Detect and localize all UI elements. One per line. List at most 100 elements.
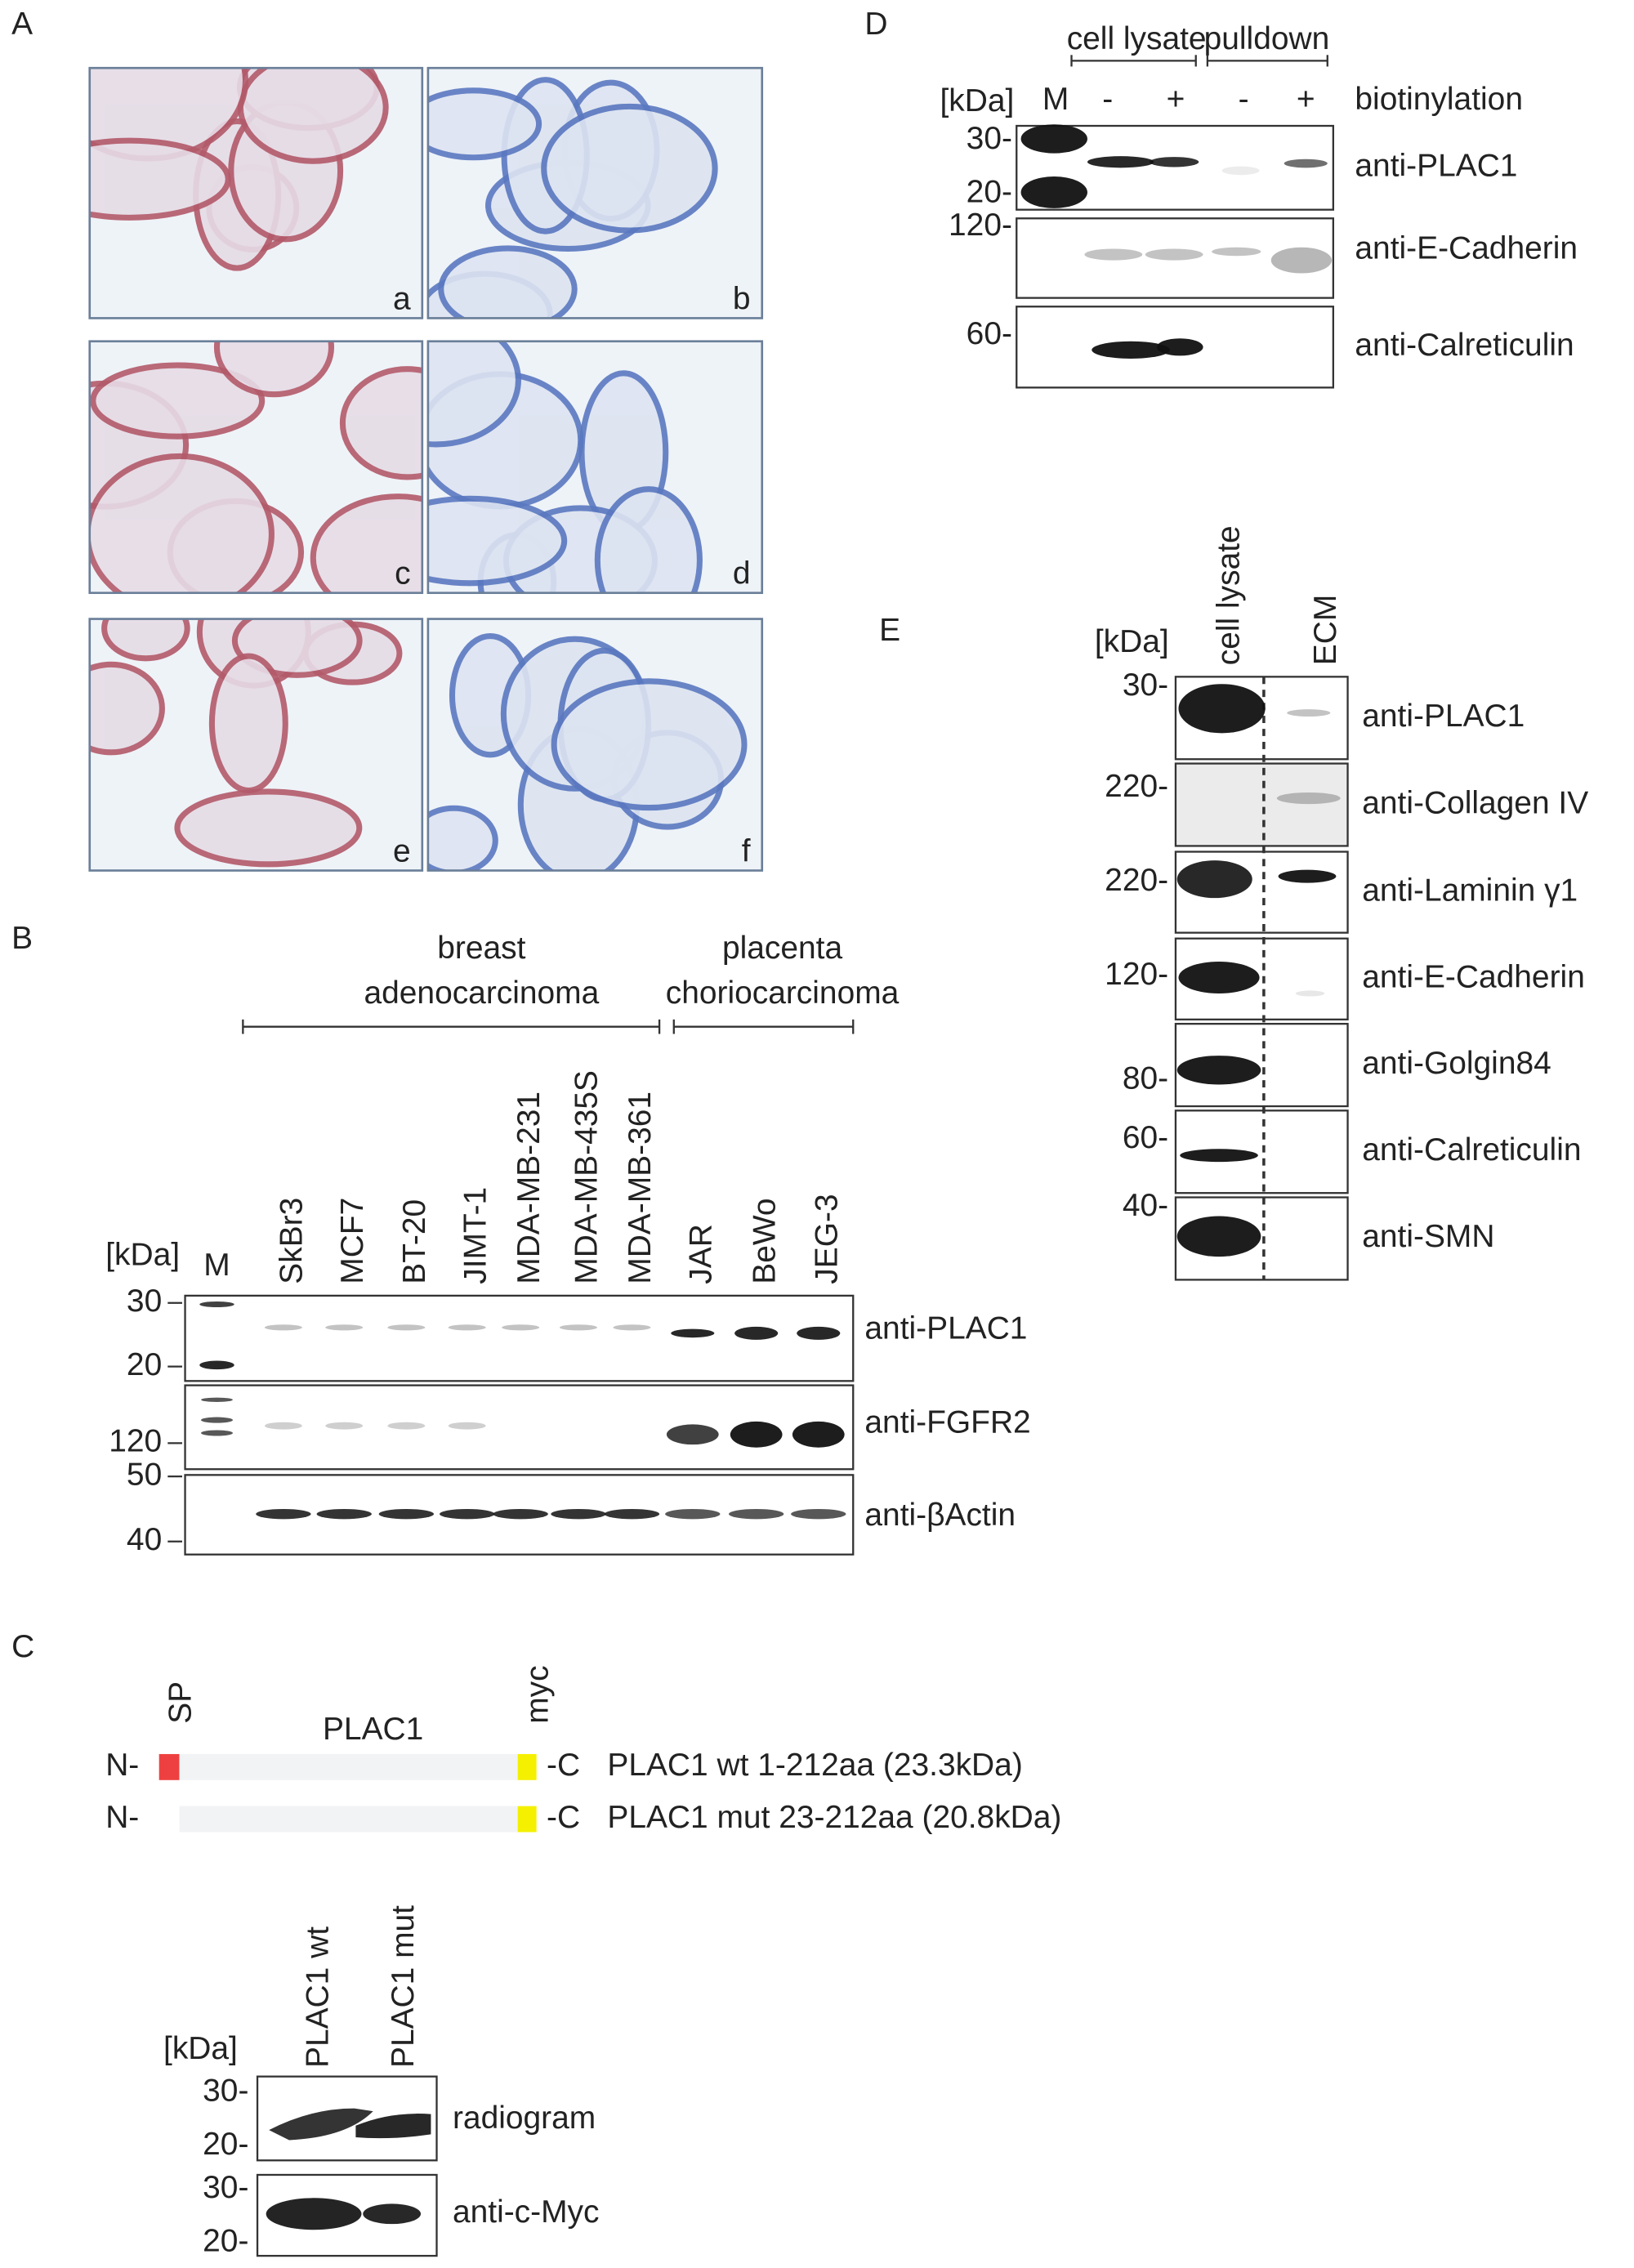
band (493, 1508, 548, 1520)
band (199, 1301, 234, 1308)
antibody-label: anti-c-Myc (453, 2194, 599, 2230)
band (666, 1424, 719, 1445)
myc-tag (517, 1806, 537, 1833)
panel-label: C (11, 1629, 34, 1664)
micrograph-border (426, 66, 764, 319)
band (363, 2203, 422, 2225)
villus (594, 486, 703, 593)
marker-label: 80- (1123, 1060, 1168, 1096)
tissue (89, 618, 403, 868)
lane-label: ECM (1308, 595, 1343, 665)
marker-label: 30- (203, 2170, 248, 2205)
villus (213, 341, 335, 398)
band (559, 1324, 597, 1331)
band (201, 1397, 233, 1402)
band (671, 1328, 715, 1338)
villus (101, 618, 190, 662)
group-label: pulldown (1204, 21, 1330, 56)
villus (339, 366, 422, 480)
marker-label: 30 (127, 1284, 162, 1319)
band (1212, 247, 1261, 257)
villus (89, 68, 249, 162)
antibody-label: radiogram (453, 2101, 596, 2136)
domain-label: SP (163, 1681, 198, 1724)
band (440, 1508, 495, 1520)
band (387, 1422, 426, 1430)
lane-label: + (1297, 82, 1315, 117)
antibody-label: anti-Calreticulin (1362, 1132, 1581, 1167)
band (1276, 792, 1341, 805)
tissue (427, 341, 703, 593)
marker-label: 30- (1123, 667, 1168, 703)
lane-label: cell lysate (1211, 525, 1246, 665)
micrograph-border (426, 340, 764, 595)
marker-label: 20- (967, 174, 1012, 209)
antibody-label: anti-PLAC1 (1355, 149, 1517, 184)
blot-frame (1174, 762, 1349, 847)
micrograph-border (426, 618, 764, 872)
marker-label: 30- (967, 121, 1012, 156)
band (378, 1508, 434, 1520)
marker-label: 60- (1123, 1120, 1168, 1155)
antibody-label: anti-Calreticulin (1355, 328, 1574, 363)
marker-label: 60- (967, 316, 1012, 351)
band (1150, 157, 1199, 167)
band (264, 1422, 302, 1430)
band (1295, 990, 1325, 997)
antibody-label: anti-FGFR2 (864, 1405, 1030, 1440)
marker-label: 120- (1105, 957, 1168, 992)
band (1145, 248, 1203, 261)
lane-label: MCF7 (335, 1198, 370, 1284)
protein-bar (179, 1806, 518, 1833)
band (1020, 176, 1087, 208)
terminus-label: -C (547, 1800, 580, 1835)
construct-name: PLAC1 (323, 1712, 423, 1747)
marker-label: 50 (127, 1457, 162, 1492)
marker-label: 120- (949, 208, 1012, 243)
lane-label: M (1042, 82, 1069, 117)
band (1176, 860, 1252, 899)
marker-label: 220- (1105, 769, 1168, 804)
tissue (89, 68, 389, 271)
villus (427, 495, 568, 587)
band (729, 1508, 784, 1520)
band (448, 1422, 486, 1430)
tissue (427, 633, 748, 871)
antibody-label: anti-PLAC1 (864, 1311, 1027, 1346)
band (734, 1326, 779, 1340)
construct-label: PLAC1 mut 23-212aa (20.8kDa) (607, 1800, 1061, 1835)
lane-label: + (1167, 82, 1185, 117)
marker-label: 220- (1105, 863, 1168, 898)
domain-label: myc (520, 1665, 555, 1723)
antibody-label: anti-PLAC1 (1362, 699, 1525, 734)
micrograph-border (88, 66, 424, 319)
band (1087, 156, 1154, 168)
band (256, 1508, 311, 1520)
band (448, 1324, 486, 1331)
band (791, 1508, 846, 1520)
terminus-label: -C (547, 1748, 580, 1783)
villus (174, 788, 363, 868)
lane-label: JAR (683, 1224, 718, 1284)
band (387, 1324, 426, 1331)
group-label: choriocarcinoma (666, 976, 900, 1011)
signal-peptide (158, 1753, 180, 1780)
band (1284, 158, 1328, 168)
lane-label: PLAC1 mut (386, 1905, 421, 2068)
band (502, 1324, 540, 1331)
condition-label: biotinylation (1355, 82, 1523, 117)
villus (541, 103, 718, 234)
band (1278, 869, 1337, 883)
image-label: d (733, 556, 751, 592)
unit-label: [kDa] (1095, 624, 1169, 659)
marker-label: 120 (109, 1424, 162, 1459)
image-label: e (393, 834, 411, 869)
lane-label: BeWo (747, 1198, 782, 1284)
image-label: c (395, 556, 410, 592)
image-label: f (742, 834, 751, 869)
myc-tag (517, 1753, 537, 1780)
band (1178, 962, 1260, 993)
lane-label: PLAC1 wt (300, 1926, 335, 2068)
villus (438, 245, 578, 319)
